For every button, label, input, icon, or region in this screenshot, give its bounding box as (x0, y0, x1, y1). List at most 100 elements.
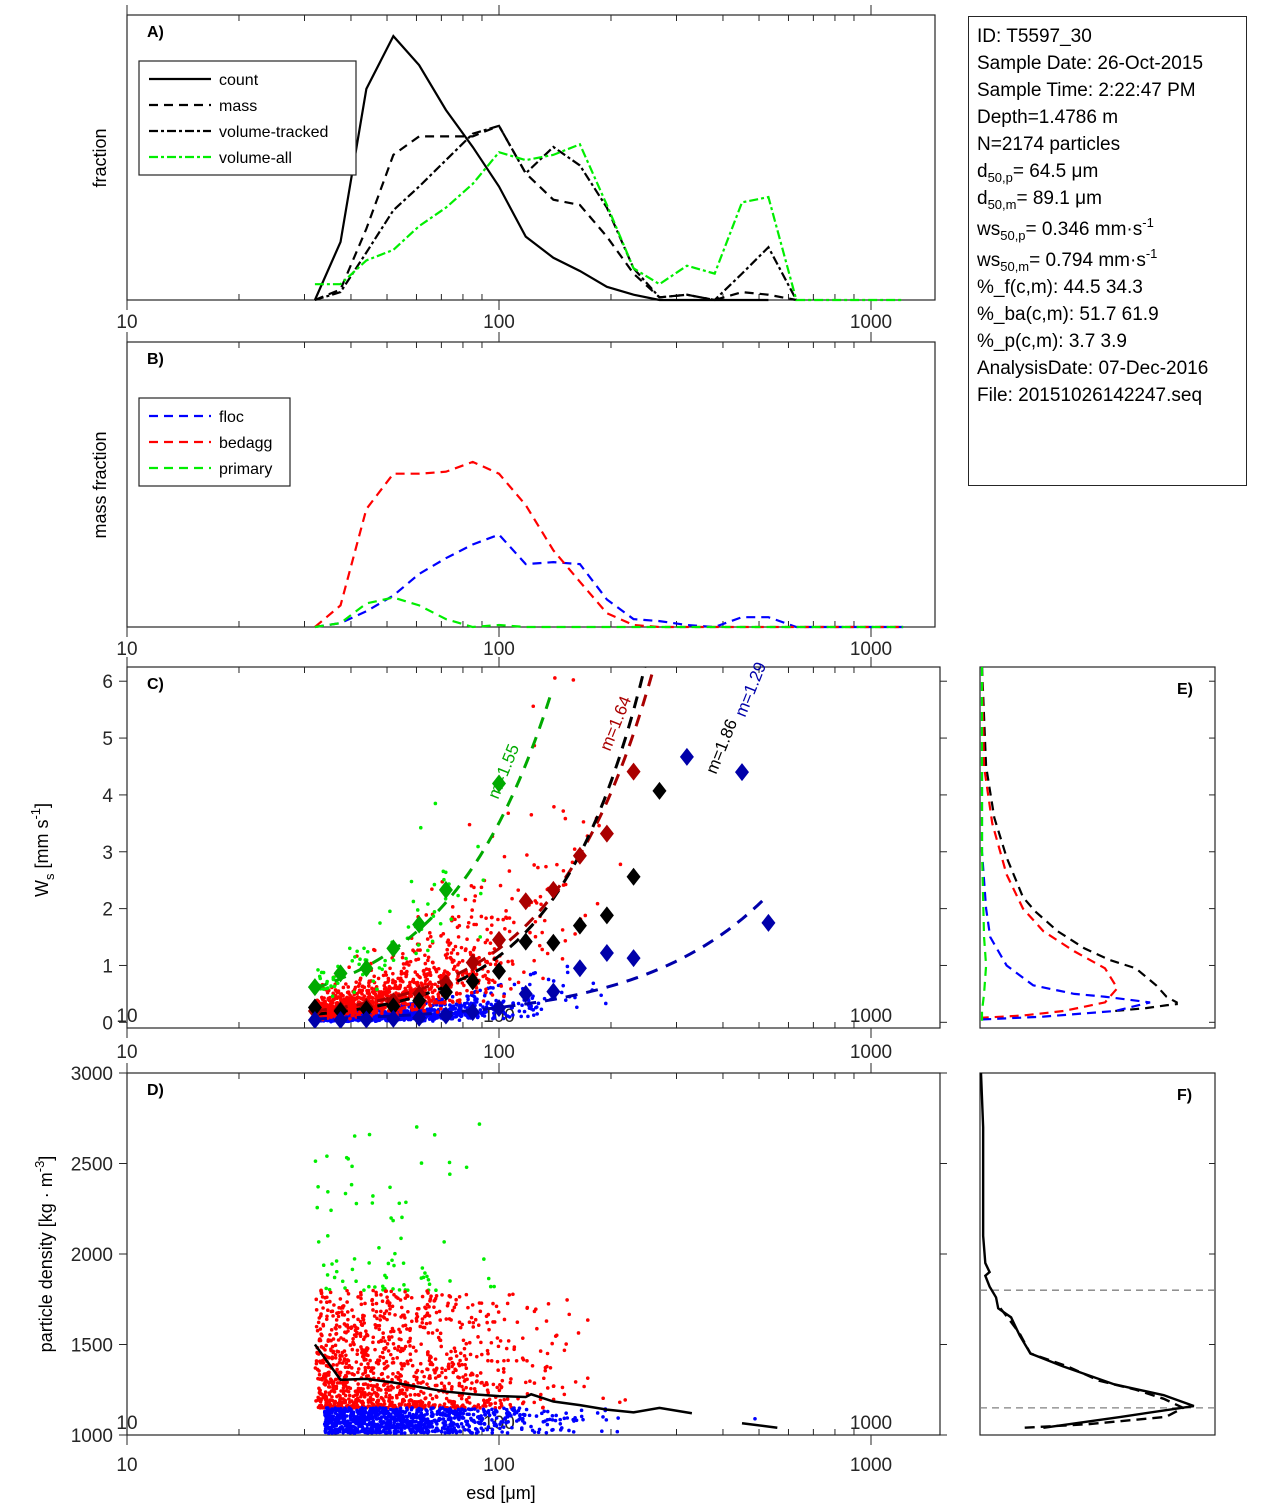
scatter-point-bedagg (532, 1381, 537, 1385)
scatter-point-bedagg (354, 1360, 359, 1364)
scatter-point-bedagg (345, 1358, 350, 1362)
scatter-point-bedagg (366, 1383, 370, 1387)
scatter-point-primary (419, 1161, 424, 1165)
bin-median-diamond-bedagg (518, 892, 533, 911)
scatter-point-bedagg (359, 1345, 363, 1349)
scatter-point-bedagg (390, 1361, 395, 1365)
scatter-point-bedagg (467, 1320, 472, 1325)
scatter-point-primary (321, 970, 326, 975)
scatter-point-bedagg (370, 986, 374, 991)
scatter-point-primary (357, 962, 361, 967)
scatter-point-bedagg (337, 1325, 342, 1329)
scatter-point-primary (373, 1285, 377, 1289)
scatter-point-bedagg (330, 1309, 335, 1314)
bin-median-diamond-floc (359, 1010, 374, 1028)
scatter-point-bedagg (408, 1336, 413, 1341)
scatter-point-bedagg (508, 1380, 513, 1385)
scatter-point-bedagg (455, 925, 460, 930)
scatter-point-bedagg (490, 993, 495, 997)
scatter-point-bedagg (448, 955, 453, 960)
scatter-point-floc (340, 1411, 345, 1416)
scatter-point-bedagg (326, 1308, 330, 1312)
scatter-point-floc (520, 1426, 524, 1430)
scatter-point-bedagg (504, 909, 508, 913)
scatter-point-floc (516, 1001, 521, 1006)
scatter-point-floc (601, 1415, 605, 1419)
panel-label: F) (1177, 1087, 1192, 1104)
scatter-point-bedagg (560, 1385, 565, 1390)
scatter-point-floc (529, 1424, 533, 1429)
legend-label: volume-tracked (219, 124, 328, 141)
scatter-point-bedagg (328, 1332, 332, 1337)
scatter-point-floc (434, 1426, 439, 1431)
scatter-point-primary (316, 1184, 320, 1189)
scatter-point-bedagg (321, 1306, 325, 1310)
scatter-point-floc (532, 1430, 537, 1434)
y-tick-label: 2 (102, 900, 113, 921)
x-tick-label: 10 (116, 639, 137, 660)
scatter-point-floc (604, 1418, 609, 1422)
scatter-point-floc (430, 1429, 435, 1434)
scatter-point-bedagg (476, 1403, 481, 1407)
scatter-point-primary (391, 958, 396, 963)
scatter-point-bedagg (545, 1351, 550, 1356)
scatter-point-bedagg (359, 1302, 364, 1307)
scatter-point-floc (414, 1419, 419, 1424)
scatter-point-bedagg (470, 1303, 475, 1307)
scatter-point-primary (332, 984, 337, 989)
scatter-point-floc (567, 1428, 571, 1433)
scatter-point-bedagg (461, 1388, 466, 1392)
scatter-point-bedagg (351, 1337, 355, 1341)
scatter-point-bedagg (366, 1385, 370, 1390)
scatter-point-bedagg (399, 1010, 403, 1014)
scatter-point-bedagg (398, 1298, 403, 1302)
bin-median-diamond-all (518, 932, 533, 951)
scatter-point-primary (404, 1200, 408, 1205)
scatter-point-bedagg (384, 1394, 388, 1399)
scatter-point-floc (378, 1406, 383, 1410)
series-line-volume-tracked (314, 124, 798, 302)
scatter-point-bedagg (545, 1386, 550, 1390)
scatter-point-floc (504, 1411, 509, 1416)
info-ws50p-sup: -1 (1142, 215, 1154, 230)
scatter-point-bedagg (423, 982, 427, 986)
scatter-point-floc (330, 1431, 335, 1435)
scatter-point-bedagg (314, 1324, 319, 1329)
scatter-point-bedagg (316, 1395, 320, 1400)
scatter-point-bedagg (429, 1360, 434, 1365)
scatter-point-bedagg (327, 1392, 332, 1397)
bin-median-diamond-floc (492, 999, 506, 1018)
scatter-point-floc (491, 986, 495, 990)
scatter-point-primary (380, 1284, 385, 1289)
scatter-point-floc (531, 994, 535, 998)
scatter-point-floc (600, 1429, 604, 1433)
scatter-point-bedagg (464, 1385, 468, 1390)
scatter-point-floc (422, 1430, 426, 1435)
scatter-point-primary (325, 1273, 330, 1277)
scatter-point-bedagg (387, 1311, 392, 1316)
scatter-point-floc (371, 1017, 376, 1022)
scatter-point-floc (424, 1408, 428, 1412)
scatter-point-bedagg (470, 908, 474, 912)
scatter-point-bedagg (339, 992, 343, 997)
scatter-point-bedagg (391, 971, 395, 976)
y-tick-label: 2500 (71, 1155, 113, 1176)
scatter-point-bedagg (317, 1316, 322, 1320)
scatter-point-bedagg (408, 1326, 413, 1331)
scatter-point-bedagg (392, 1292, 396, 1297)
y-tick-label: 4 (102, 786, 113, 807)
scatter-point-floc (478, 1008, 483, 1012)
scatter-point-bedagg (324, 1343, 328, 1348)
scatter-point-bedagg (439, 1381, 444, 1386)
scatter-point-bedagg (484, 990, 488, 995)
scatter-point-floc (435, 1422, 439, 1426)
scatter-point-bedagg (597, 823, 601, 828)
scatter-point-bedagg (438, 1338, 443, 1343)
scatter-point-bedagg (342, 1357, 347, 1361)
scatter-point-floc (362, 1418, 367, 1422)
scatter-point-bedagg (333, 1343, 338, 1348)
scatter-point-floc (483, 1412, 487, 1417)
scatter-point-bedagg (440, 1366, 444, 1371)
scatter-point-bedagg (445, 947, 450, 952)
scatter-point-bedagg (515, 1320, 520, 1324)
